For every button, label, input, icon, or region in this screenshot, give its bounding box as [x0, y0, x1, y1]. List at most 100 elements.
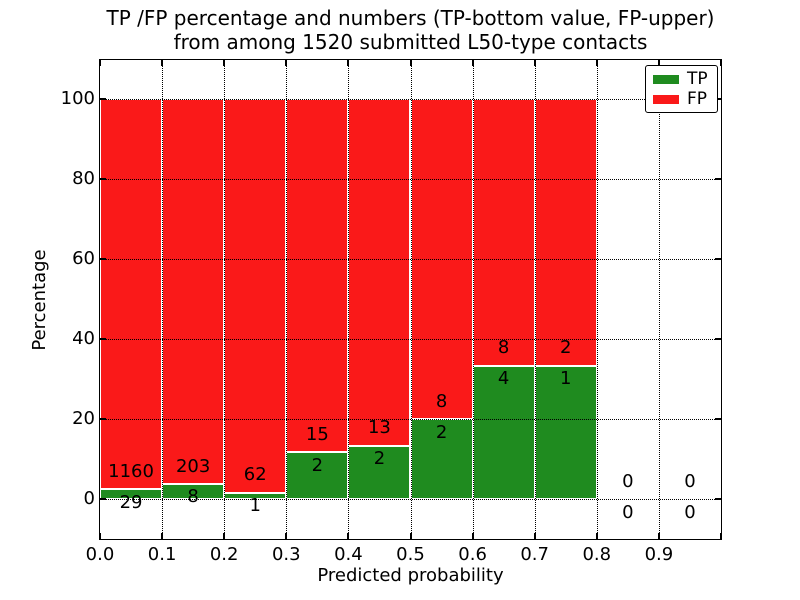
bar-fp-segment — [348, 99, 411, 446]
tick-mark — [100, 338, 106, 340]
gridline — [658, 60, 660, 539]
gridline — [162, 60, 164, 539]
bar-fp-segment — [534, 99, 597, 366]
tick-mark — [100, 258, 106, 260]
tick-mark — [715, 258, 721, 260]
x-tick-label: 0.3 — [271, 544, 301, 565]
fp-count-label: 8 — [435, 390, 448, 412]
tick-mark — [99, 60, 101, 66]
x-tick-label: 0.0 — [85, 544, 115, 565]
gridline — [100, 99, 721, 100]
bar-fp-segment — [162, 99, 225, 484]
x-axis-label: Predicted probability — [317, 565, 504, 586]
tick-mark — [409, 60, 412, 66]
y-tick-label: 60 — [72, 248, 95, 269]
chart-title: TP /FP percentage and numbers (TP-bottom… — [100, 6, 721, 54]
gridline — [286, 60, 288, 539]
tick-mark — [715, 178, 721, 180]
fp-count-label: 62 — [243, 464, 267, 486]
tick-mark — [657, 60, 660, 66]
tick-mark — [100, 418, 106, 420]
y-axis-label: Percentage — [29, 249, 50, 351]
tick-mark — [347, 533, 350, 539]
x-tick-label: 0.1 — [147, 544, 177, 565]
y-tick-label: 100 — [60, 88, 95, 109]
tick-mark — [715, 98, 721, 100]
tick-mark — [100, 178, 106, 180]
tp-count-label: 0 — [622, 501, 634, 523]
fp-count-label: 13 — [367, 417, 391, 439]
fp-count-label: 203 — [175, 455, 211, 477]
chart-title-line1: TP /FP percentage and numbers (TP-bottom… — [106, 6, 715, 30]
fp-count-label: 0 — [622, 470, 634, 492]
tp-count-label: 2 — [435, 421, 448, 443]
tick-mark — [471, 60, 474, 66]
tp-count-label: 2 — [373, 448, 386, 470]
x-tick-label: 0.4 — [334, 544, 363, 565]
tick-mark — [715, 338, 721, 340]
legend-item-tp: TP — [653, 68, 717, 89]
tick-mark — [223, 60, 226, 66]
bar-tp-segment — [100, 489, 163, 499]
x-tick-label: 0.8 — [582, 544, 612, 565]
tp-count-label: 8 — [187, 486, 199, 508]
gridline — [348, 60, 350, 539]
tick-mark — [223, 533, 226, 539]
x-tick-label: 0.5 — [396, 544, 425, 565]
tick-mark — [715, 418, 721, 420]
bar-tp-segment — [286, 451, 349, 499]
bar-fp-segment — [100, 99, 163, 490]
gridline — [100, 419, 721, 420]
legend-label-tp: TP — [687, 68, 708, 89]
legend: TP FP — [645, 65, 718, 113]
gridline — [100, 499, 721, 500]
bar-fp-segment — [286, 99, 349, 452]
tp-count-label: 0 — [684, 501, 696, 523]
tick-mark — [720, 60, 722, 66]
tp-count-label: 29 — [119, 491, 143, 513]
tick-mark — [409, 533, 412, 539]
y-tick-label: 80 — [72, 168, 95, 189]
tp-count-label: 4 — [497, 368, 510, 390]
fp-count-label: 1160 — [108, 461, 154, 483]
tick-mark — [533, 60, 536, 66]
x-tick-label: 0.7 — [520, 544, 549, 565]
x-tick-label: 0.2 — [209, 544, 239, 565]
tick-mark — [100, 98, 106, 100]
y-tick-label: 40 — [72, 328, 95, 349]
fp-color-swatch — [653, 94, 679, 104]
fp-count-label: 8 — [497, 337, 510, 359]
bar-fp-segment — [472, 99, 535, 366]
tp-count-label: 2 — [311, 454, 324, 476]
tick-mark — [595, 60, 598, 66]
gridline — [472, 60, 474, 539]
tick-mark — [595, 533, 598, 539]
gridline — [534, 60, 536, 539]
gridline — [100, 179, 721, 180]
fp-count-label: 2 — [560, 337, 572, 359]
gridline — [224, 60, 226, 539]
legend-label-fp: FP — [687, 88, 708, 109]
tick-mark — [715, 498, 721, 500]
fp-count-label: 15 — [305, 423, 329, 445]
legend-item-fp: FP — [653, 88, 717, 109]
gridline — [410, 60, 412, 539]
tick-mark — [347, 60, 350, 66]
tick-mark — [100, 498, 106, 500]
fp-count-label: 0 — [684, 470, 696, 492]
tick-mark — [161, 533, 164, 539]
x-tick-label: 0.9 — [644, 544, 674, 565]
bar-tp-segment — [534, 365, 597, 499]
x-tick-label: 0.6 — [458, 544, 487, 565]
y-tick-label: 20 — [72, 408, 95, 429]
tp-count-label: 1 — [249, 495, 261, 517]
tick-mark — [720, 533, 722, 539]
tick-mark — [533, 533, 536, 539]
tick-mark — [285, 533, 288, 539]
gridline — [596, 60, 598, 539]
y-tick-label: 0 — [83, 488, 95, 509]
tp-count-label: 1 — [560, 368, 572, 390]
tp-color-swatch — [653, 74, 679, 84]
tick-mark — [285, 60, 288, 66]
